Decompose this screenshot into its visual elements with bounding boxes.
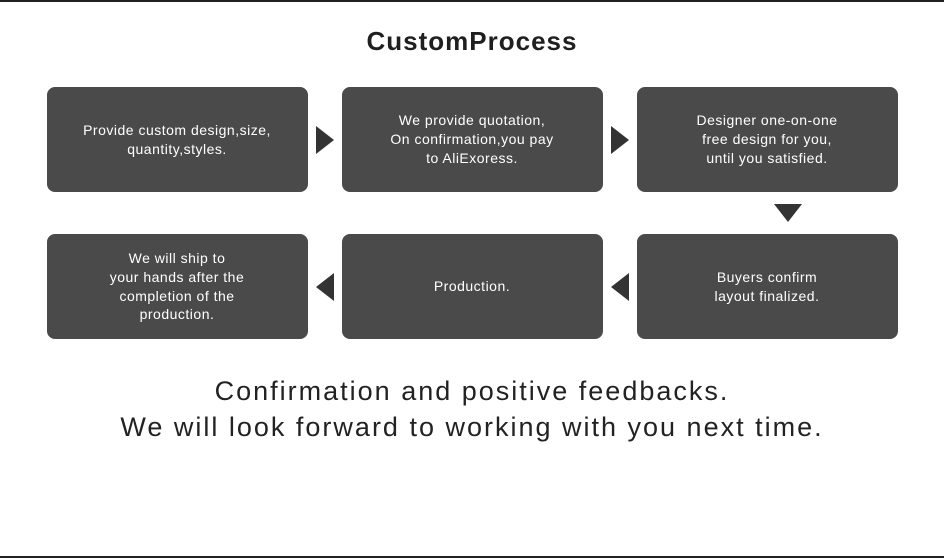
step-4: Buyers confirmlayout finalized.	[637, 234, 898, 339]
step-4-text: Buyers confirmlayout finalized.	[714, 268, 819, 306]
step-3: Designer one-on-onefree design for you,u…	[637, 87, 898, 192]
flow-row-1: Provide custom design,size,quantity,styl…	[22, 87, 922, 192]
flow-area: Provide custom design,size,quantity,styl…	[22, 87, 922, 339]
step-6-text: We will ship toyour hands after thecompl…	[110, 249, 245, 325]
step-5: Production.	[342, 234, 603, 339]
footer-line-2: We will look forward to working with you…	[16, 409, 928, 445]
step-1: Provide custom design,size,quantity,styl…	[47, 87, 308, 192]
arrow-down-row	[22, 204, 922, 222]
diagram-title: CustomProcess	[16, 26, 928, 57]
step-2-text: We provide quotation,On confirmation,you…	[390, 111, 553, 168]
step-1-text: Provide custom design,size,quantity,styl…	[83, 121, 271, 159]
process-diagram-frame: CustomProcess Provide custom design,size…	[0, 0, 944, 558]
arrow-left-icon	[316, 273, 334, 301]
footer-line-1: Confirmation and positive feedbacks.	[16, 373, 928, 409]
step-3-text: Designer one-on-onefree design for you,u…	[696, 111, 837, 168]
step-2: We provide quotation,On confirmation,you…	[342, 87, 603, 192]
flow-row-2: We will ship toyour hands after thecompl…	[22, 234, 922, 339]
arrow-right-icon	[316, 126, 334, 154]
step-5-text: Production.	[434, 277, 510, 296]
arrow-down-icon	[774, 204, 802, 222]
step-6: We will ship toyour hands after thecompl…	[47, 234, 308, 339]
arrow-left-icon	[611, 273, 629, 301]
footer-text: Confirmation and positive feedbacks. We …	[16, 373, 928, 446]
arrow-right-icon	[611, 126, 629, 154]
